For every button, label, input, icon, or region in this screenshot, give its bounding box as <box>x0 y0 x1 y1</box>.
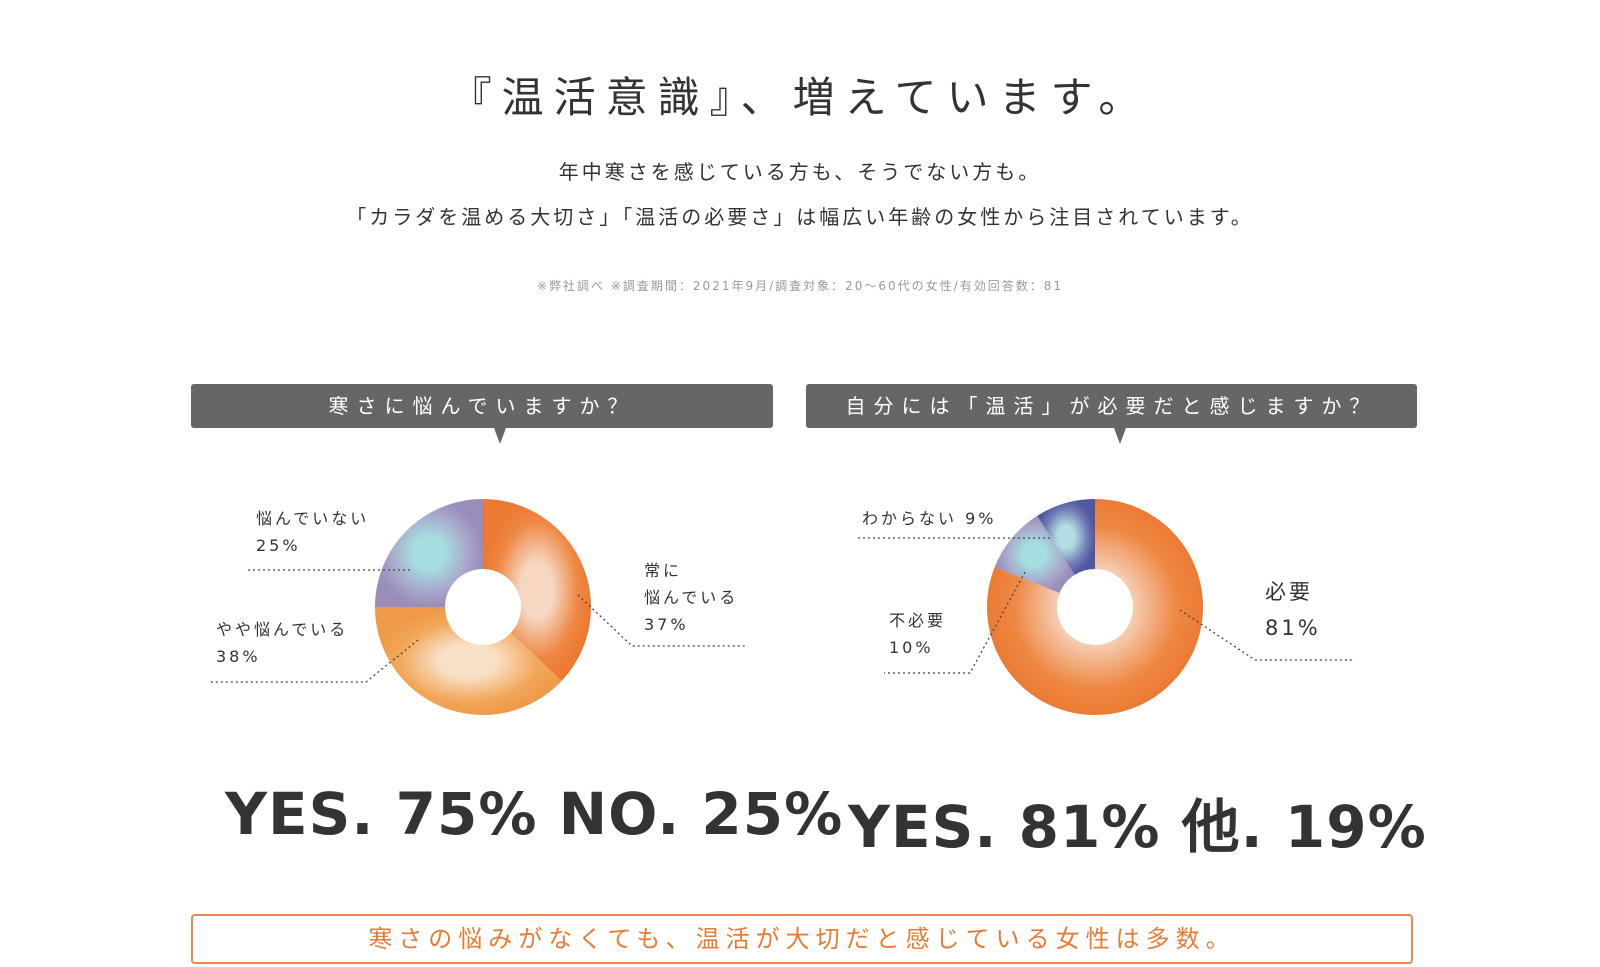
slice-label-line: やや悩んでいる <box>216 620 349 639</box>
slice-label-value: 37% <box>644 615 689 634</box>
lead-text-line-2: 「カラダを温める大切さ」「温活の必要さ」は幅広い年齢の女性から注目されています。 <box>346 205 1254 229</box>
donut-slice-2 <box>994 515 1075 594</box>
slice-label-value: 10% <box>889 638 934 657</box>
conclusion-banner: 寒さの悩みがなくても、温活が大切だと感じている女性は多数。 <box>191 914 1413 964</box>
donut-slice-1 <box>483 499 591 681</box>
donut-chart-cold-worry <box>375 499 591 715</box>
summary-cold-worry: YES. 75% NO. 25% <box>225 780 844 848</box>
question-1-pointer <box>494 428 506 444</box>
lead-text-line-1: 年中寒さを感じている方も、そうでない方も。 <box>558 160 1042 184</box>
label-leader-lines <box>210 537 1355 683</box>
donut-slice-2 <box>375 607 562 715</box>
question-2-pointer <box>1114 428 1126 444</box>
donut-slice-1 <box>987 499 1204 715</box>
slice-label-unknown: わからない 9% <box>862 505 996 532</box>
summary-need-onkatsu: YES. 81% 他. 19% <box>848 793 1427 861</box>
question-1-heading: 寒さに悩んでいますか？ <box>191 384 773 428</box>
slice-label-value: 38% <box>216 647 261 666</box>
question-2-heading: 自分には「温活」が必要だと感じますか？ <box>806 384 1417 428</box>
leader-line-unnecessary <box>884 571 1026 674</box>
slice-label-line: 悩んでいない <box>256 509 370 528</box>
slice-label-somewhat-worried: やや悩んでいる 38% <box>216 616 348 670</box>
donut-chart-need-onkatsu <box>987 499 1204 715</box>
slice-label-line: 不必要 <box>889 611 947 630</box>
leader-line-necessary <box>1179 609 1355 661</box>
slice-label-line: わからない 9% <box>862 509 997 528</box>
survey-note: ※弊社調べ ※調査期間：2021年9月/調査対象：20〜60代の女性/有効回答数… <box>537 279 1063 293</box>
slice-label-line: 必要 <box>1265 580 1313 604</box>
slice-label-unnecessary: 不必要 10% <box>889 607 946 661</box>
leader-line-somewhat <box>210 639 419 683</box>
donut-slice-3 <box>375 499 483 607</box>
slice-label-always-worried: 常に 悩んでいる 37% <box>644 557 738 638</box>
slice-label-necessary: 必要 81% <box>1265 574 1321 646</box>
donut-slice-3 <box>1037 499 1095 575</box>
slice-label-value: 25% <box>256 536 301 555</box>
slice-label-not-worried: 悩んでいない 25% <box>256 505 369 559</box>
slice-label-line: 悩んでいる <box>644 588 739 607</box>
slice-label-value: 81% <box>1265 616 1321 640</box>
slice-label-line: 常に <box>644 561 683 580</box>
page-title: 『温活意識』、増えています。 <box>449 73 1151 122</box>
